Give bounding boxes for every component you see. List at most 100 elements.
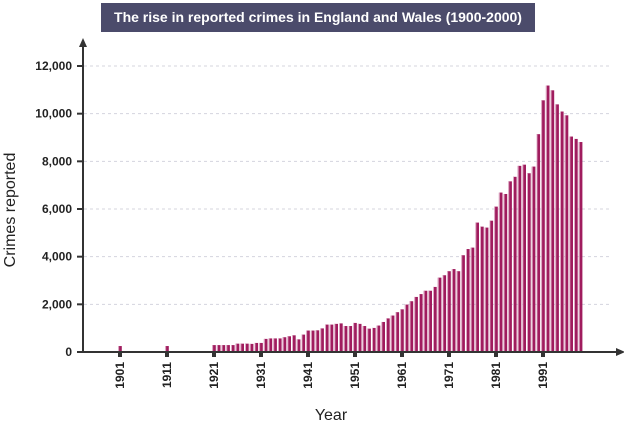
bar-highlight-1941 xyxy=(306,330,308,352)
bar-1972 xyxy=(451,269,456,352)
bar-1970 xyxy=(442,275,447,352)
x-tick xyxy=(353,352,357,357)
bar-1934 xyxy=(273,338,277,352)
bar-1998 xyxy=(574,138,578,352)
bar-highlight-1955 xyxy=(372,327,373,352)
bar-highlight-1936 xyxy=(282,337,284,352)
bar-1901 xyxy=(118,346,122,352)
bar-1944 xyxy=(320,328,324,352)
bar-highlight-1948 xyxy=(339,323,340,352)
bar-1981 xyxy=(494,206,498,352)
bar-1997 xyxy=(569,136,573,352)
bar-highlight-1950 xyxy=(348,326,350,352)
bar-1939 xyxy=(296,339,301,352)
y-tick-label: 6,000 xyxy=(42,202,72,216)
bar-highlight-1966 xyxy=(423,290,425,352)
y-axis-label: Crimes reported xyxy=(2,153,19,268)
x-tick-label: 1951 xyxy=(348,362,362,389)
bar-highlight-1968 xyxy=(433,286,434,352)
y-tick-label: 8,000 xyxy=(42,154,72,168)
y-tick-label: 0 xyxy=(65,345,72,359)
x-tick xyxy=(494,352,498,357)
x-tick xyxy=(447,352,451,357)
bar-1975 xyxy=(466,249,470,352)
bar-1967 xyxy=(428,290,432,352)
bar-1995 xyxy=(560,111,564,352)
y-tick-label: 4,000 xyxy=(42,250,72,264)
x-axis-arrow-icon xyxy=(616,348,624,356)
bar-1924 xyxy=(226,345,230,352)
bar-highlight-1981 xyxy=(494,206,496,352)
bar-1955 xyxy=(372,327,376,352)
bar-highlight-1976 xyxy=(470,247,472,352)
bar-1993 xyxy=(550,90,555,352)
bar-1959 xyxy=(390,315,395,352)
bar-highlight-1971 xyxy=(447,271,449,352)
bar-highlight-1977 xyxy=(475,222,477,352)
bar-highlight-1930 xyxy=(254,342,256,352)
bar-highlight-1992 xyxy=(545,85,547,352)
bar-1980 xyxy=(489,220,494,352)
bar-1990 xyxy=(536,134,541,352)
bar-highlight-1987 xyxy=(522,164,524,352)
bar-highlight-1945 xyxy=(325,324,326,352)
bar-highlight-1970 xyxy=(442,275,444,352)
x-tick-label: 1931 xyxy=(254,362,268,389)
bar-highlight-1938 xyxy=(292,335,293,352)
bar-1940 xyxy=(301,334,306,352)
bar-1957 xyxy=(381,321,385,352)
bar-highlight-1958 xyxy=(386,318,387,352)
bar-highlight-1951 xyxy=(353,322,355,352)
bar-highlight-1995 xyxy=(560,111,561,352)
bar-highlight-1965 xyxy=(419,294,420,352)
x-tick-label: 1901 xyxy=(113,362,127,389)
bar-1911 xyxy=(165,346,169,352)
bar-1971 xyxy=(447,271,451,352)
bar-highlight-1963 xyxy=(409,301,411,352)
x-tick xyxy=(165,352,169,357)
bar-highlight-1957 xyxy=(381,321,383,352)
bar-highlight-1923 xyxy=(221,345,223,352)
bar-highlight-1943 xyxy=(315,330,317,352)
bar-1941 xyxy=(306,330,310,352)
bar-highlight-1921 xyxy=(212,345,214,352)
x-tick-label: 1911 xyxy=(160,362,174,388)
bar-1956 xyxy=(376,325,381,352)
bar-highlight-1974 xyxy=(461,255,463,352)
bar-1962 xyxy=(404,304,409,352)
bar-1925 xyxy=(231,345,235,352)
bar-highlight-1947 xyxy=(334,323,336,352)
bar-1982 xyxy=(498,192,503,352)
bar-highlight-1979 xyxy=(484,227,486,352)
bar-1926 xyxy=(235,343,240,352)
y-tick-label: 12,000 xyxy=(35,59,72,73)
bar-highlight-1959 xyxy=(390,315,392,352)
bar-highlight-1901 xyxy=(118,346,120,352)
bar-highlight-1989 xyxy=(531,166,533,352)
bar-highlight-1985 xyxy=(513,176,514,352)
bar-1953 xyxy=(362,326,367,352)
bar-1927 xyxy=(240,343,244,352)
bar-highlight-1999 xyxy=(578,142,580,352)
x-tick-label: 1981 xyxy=(489,362,503,389)
bar-1951 xyxy=(353,322,357,352)
x-tick-label: 1941 xyxy=(301,362,315,389)
bar-highlight-1997 xyxy=(569,136,571,352)
y-axis-arrow-icon xyxy=(79,38,87,47)
bar-1928 xyxy=(245,343,249,352)
bar-highlight-1940 xyxy=(301,334,303,352)
bar-highlight-1911 xyxy=(165,346,167,352)
bar-highlight-1949 xyxy=(343,326,345,352)
bar-1933 xyxy=(268,338,273,352)
bar-1969 xyxy=(437,277,442,352)
bar-highlight-1988 xyxy=(527,173,528,352)
bar-1921 xyxy=(212,345,216,352)
bar-highlight-1944 xyxy=(320,328,322,352)
bar-1991 xyxy=(541,100,545,352)
bar-highlight-1954 xyxy=(367,328,369,352)
bar-highlight-1983 xyxy=(503,193,505,352)
bar-1950 xyxy=(348,326,353,352)
y-tick-label: 2,000 xyxy=(42,297,72,311)
bar-1931 xyxy=(259,342,263,352)
